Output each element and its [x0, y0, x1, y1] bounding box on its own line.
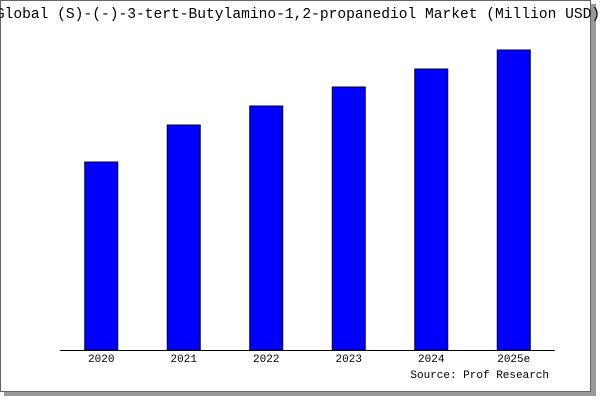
x-tick-label: 2022: [253, 354, 279, 366]
bar: [331, 86, 366, 351]
x-tick-label: 2021: [171, 354, 198, 366]
bar: [414, 68, 449, 351]
bar: [84, 161, 119, 351]
plot-area: [60, 28, 555, 350]
x-tick-label: 2023: [336, 354, 362, 366]
bar: [249, 105, 284, 351]
x-tick-label: 2024: [418, 354, 445, 366]
bar: [166, 124, 201, 351]
bar: [496, 49, 531, 351]
source-note: Source: Prof Research: [410, 370, 549, 382]
x-tick-label: 2025e: [497, 354, 530, 366]
x-tick-label: 2020: [88, 354, 114, 366]
chart-title: Global (S)-(-)-3-tert-Butylamino-1,2-pro…: [0, 7, 600, 23]
